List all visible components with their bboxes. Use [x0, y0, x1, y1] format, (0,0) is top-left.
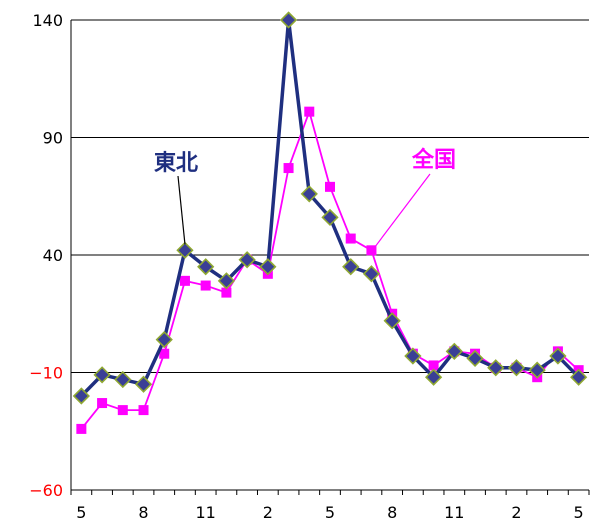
y-tick-label: 90	[43, 129, 63, 148]
series-label-tohoku: 東北	[154, 151, 198, 176]
y-tick-label: 40	[43, 246, 63, 265]
data-point-square	[366, 245, 377, 256]
data-point-square	[325, 181, 335, 192]
data-point-diamond	[342, 258, 360, 276]
data-point-diamond	[466, 349, 484, 368]
data-point-diamond	[487, 359, 505, 377]
data-point-diamond	[134, 375, 153, 393]
y-axis-ticks: 140 90 40 −10 −60	[29, 11, 63, 500]
x-tick-label: 8	[138, 503, 148, 522]
data-point-square	[345, 233, 356, 244]
data-point-square	[138, 405, 149, 416]
data-point-diamond	[362, 265, 381, 283]
data-point-diamond	[197, 258, 215, 276]
data-point-diamond	[279, 11, 298, 29]
data-point-diamond	[93, 366, 111, 384]
data-point-diamond	[155, 330, 173, 349]
data-point-diamond	[217, 272, 236, 290]
series-group	[72, 11, 588, 434]
gridlines	[70, 19, 590, 495]
data-point-square	[428, 360, 439, 371]
data-point-diamond	[549, 347, 567, 365]
data-point-square	[200, 280, 211, 291]
data-point-square	[283, 163, 294, 174]
data-point-diamond	[300, 185, 318, 203]
data-point-square	[179, 275, 190, 286]
data-point-diamond	[570, 368, 588, 386]
x-tick-label: 2	[263, 503, 273, 522]
data-point-diamond	[404, 347, 422, 365]
data-point-square	[304, 106, 315, 117]
data-point-diamond	[507, 359, 526, 377]
y-tick-label: 140	[32, 11, 63, 30]
x-tick-label: 11	[196, 503, 216, 522]
data-point-diamond	[445, 342, 463, 360]
x-tick-label: 5	[325, 503, 335, 522]
data-point-diamond	[238, 251, 256, 269]
x-axis-ticks: 5 8 11 2 5 8 11 2 5	[76, 503, 583, 522]
data-point-diamond	[424, 368, 443, 386]
callout-line-zenkoku	[374, 173, 431, 247]
data-point-diamond	[176, 241, 194, 259]
data-point-square	[117, 405, 128, 416]
x-tick-label: 11	[444, 503, 464, 522]
data-point-diamond	[383, 312, 401, 330]
y-tick-label: −10	[29, 364, 63, 383]
callout-line-tohoku	[177, 175, 186, 245]
series-labels: 東北 全国	[154, 147, 456, 247]
y-tick-label: −60	[29, 481, 63, 500]
x-tick-label: 5	[76, 503, 86, 522]
data-point-diamond	[72, 387, 90, 405]
data-point-square	[97, 398, 108, 409]
data-point-diamond	[528, 361, 546, 379]
data-point-square	[76, 423, 87, 434]
data-point-diamond	[259, 258, 277, 276]
x-tick-label: 5	[574, 503, 584, 522]
x-tick-label: 2	[511, 503, 521, 522]
data-point-square	[221, 287, 232, 298]
data-point-diamond	[114, 370, 132, 389]
x-tick-label: 8	[387, 503, 397, 522]
data-point-square	[159, 348, 170, 359]
series-label-zenkoku: 全国	[411, 147, 456, 173]
data-point-diamond	[321, 208, 339, 227]
